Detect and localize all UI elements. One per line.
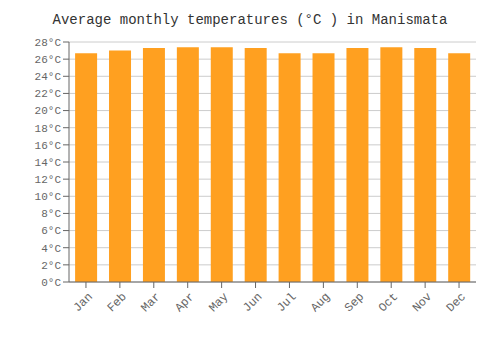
svg-text:Jun: Jun — [240, 290, 265, 315]
svg-text:Nov: Nov — [410, 290, 435, 315]
svg-text:16°C: 16°C — [35, 140, 62, 152]
svg-text:Mar: Mar — [139, 290, 164, 315]
html-text:Average monthly temperatures (: Average monthly temperatures (°C ) in Ma… — [52, 12, 448, 28]
svg-text:28°C: 28°C — [35, 37, 62, 49]
svg-text:20°C: 20°C — [35, 105, 62, 117]
svg-text:24°C: 24°C — [35, 71, 62, 83]
svg-text:Dec: Dec — [444, 290, 469, 315]
svg-text:Feb: Feb — [105, 290, 130, 315]
svg-text:4°C: 4°C — [41, 243, 61, 255]
svg-text:6°C: 6°C — [41, 225, 61, 237]
svg-text:Jan: Jan — [71, 290, 96, 315]
svg-text:22°C: 22°C — [35, 88, 62, 100]
svg-text:Jul: Jul — [274, 290, 299, 315]
svg-text:14°C: 14°C — [35, 157, 62, 169]
svg-text:Aug: Aug — [308, 290, 333, 315]
svg-text:Sep: Sep — [342, 290, 367, 315]
svg-text:18°C: 18°C — [35, 123, 62, 135]
svg-text:10°C: 10°C — [35, 191, 62, 203]
svg-text:8°C: 8°C — [41, 208, 61, 220]
svg-text:12°C: 12°C — [35, 174, 62, 186]
svg-text:2°C: 2°C — [41, 260, 61, 272]
svg-text:Oct: Oct — [376, 290, 401, 315]
svg-text:26°C: 26°C — [35, 54, 62, 66]
svg-text:Apr: Apr — [172, 290, 197, 315]
svg-text:May: May — [206, 290, 231, 315]
svg-text:0°C: 0°C — [41, 277, 61, 289]
